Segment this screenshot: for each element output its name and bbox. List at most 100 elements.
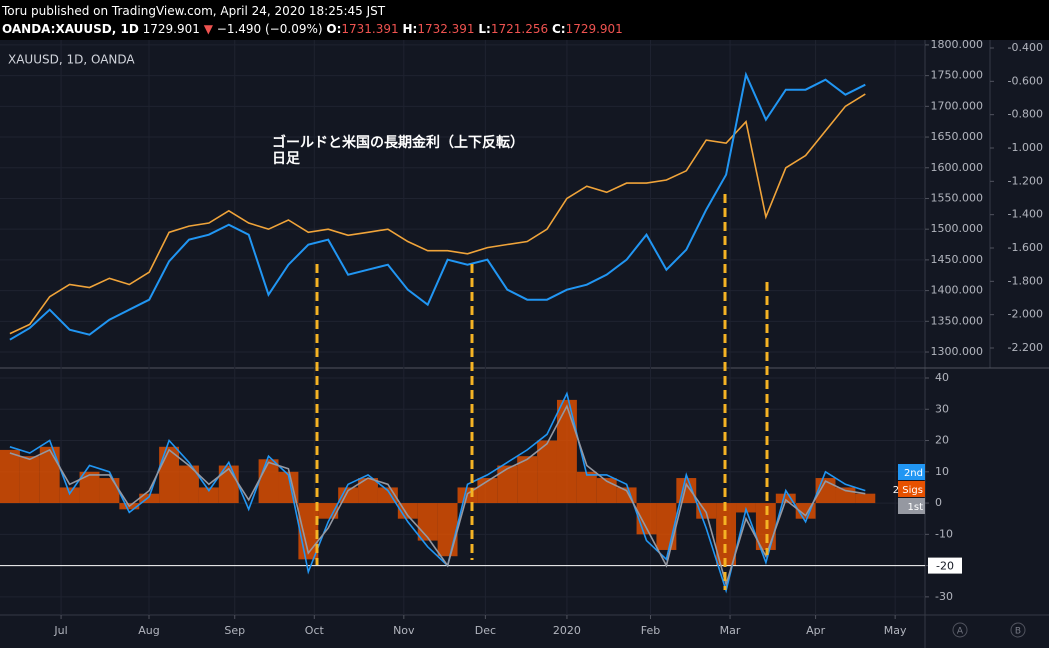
y-tick-label: 1650.000 [931,130,984,143]
y2-tick-label: -1.200 [1008,174,1043,187]
histogram-bar [537,440,557,504]
low: 1721.256 [490,22,549,36]
histogram-bar [417,503,438,541]
histogram-bar [497,465,518,504]
background [0,40,1049,648]
y2-tick-label: -1.600 [1008,241,1043,254]
histogram-bar [437,503,458,557]
series-line [9,71,866,341]
y2-tick-label: -2.000 [1008,308,1043,321]
c-label: C: [551,22,566,36]
series-line [9,391,866,594]
histogram-bar [517,456,538,504]
button-label[interactable]: A [957,627,964,637]
high: 1732.391 [417,22,475,36]
button[interactable] [952,622,968,638]
x-tick-label: Dec [475,624,496,637]
y2-tick-label: -1.800 [1008,274,1043,287]
annotation: ゴールドと米国の長期金利（上下反転） [272,134,524,151]
y-tick-label: 1500.000 [931,222,984,235]
histogram-bar [0,449,20,504]
y2-tick-label: -0.600 [1008,74,1043,87]
x-tick-label: 2020 [553,624,581,637]
close: 1729.901 [565,22,623,36]
y-tick-label: 1800.000 [931,38,984,51]
y2-tick-label: -0.800 [1008,108,1043,121]
y-tick-label: 1350.000 [931,314,984,327]
y-tick-label: 1600.000 [931,161,984,174]
histogram-bar [258,459,279,504]
series-line [9,93,866,335]
y-tick-label: 1700.000 [931,99,984,112]
y2-tick-label: -1.400 [1008,208,1043,221]
legend-label: 1st [908,502,924,513]
annotation: 日足 [272,151,301,167]
y-tick-label: 30 [935,402,949,415]
button-label[interactable]: B [1015,627,1021,637]
legend-label: 2 Sigs [893,485,923,496]
x-tick-label: Mar [720,624,741,637]
y-tick-label: 0 [935,496,942,509]
symbol: OANDA:XAUUSD, 1D [2,22,139,36]
y-tick-label: -30 [935,590,953,603]
legend-label: 2nd [904,468,923,479]
histogram-bar [576,471,597,504]
x-tick-label: Sep [224,624,245,637]
histogram-bar [676,478,697,504]
x-tick-label: Apr [806,624,826,637]
published: Toru published on TradingView.com, April… [2,4,386,18]
change: −1.490 (−0.09%) [216,22,323,36]
y2-tick-label: -0.400 [1008,41,1043,54]
last: 1729.901 [142,22,200,36]
histogram-bar [39,446,60,504]
x-tick-label: Jul [53,624,67,637]
x-tick-label: May [884,624,907,637]
quote-line: OANDA:XAUUSD, 1D 1729.901 ▼ −1.490 (−0.0… [2,22,623,36]
y-tick-label: 1400.000 [931,284,984,297]
x-tick-label: Nov [393,624,415,637]
y-tick-label: 1300.000 [931,345,984,358]
y-tick-label: 10 [935,465,949,478]
legend-box [898,498,925,514]
h-label: H: [402,22,418,36]
histogram-bar [278,471,299,504]
level-label: -20 [936,560,954,573]
x-tick-label: Feb [641,624,660,637]
histogram-bar [59,487,80,504]
histogram-bar [79,471,100,504]
header: Toru published on TradingView.com, April… [0,0,1049,40]
series-line [9,404,866,588]
histogram-bar [99,478,120,504]
level-label-box [928,557,962,574]
l-label: L: [478,22,491,36]
pane-title: XAUUSD, 1D, OANDA [8,53,135,67]
histogram-bar [318,503,339,519]
y-tick-label: 40 [935,371,949,384]
legend-box [898,481,925,497]
button[interactable] [1010,622,1026,638]
open: 1731.391 [341,22,399,36]
y-tick-label: -10 [935,527,953,540]
histogram-bar [179,465,199,504]
histogram-bar [556,399,577,504]
x-tick-label: Aug [138,624,159,637]
histogram-bar [358,478,378,504]
y-tick-label: 1450.000 [931,253,984,266]
legend-box [898,464,925,480]
o-label: O: [326,22,342,36]
histogram-bar [139,493,160,504]
arrow: ▼ [203,22,213,36]
y-tick-label: 1550.000 [931,191,984,204]
y-tick-label: 20 [935,434,949,447]
event-lines [315,194,769,590]
histogram-bar [855,493,876,504]
y2-tick-label: -2.200 [1008,341,1043,354]
y-tick-label: 1750.000 [931,69,984,82]
published-line: Toru published on TradingView.com, April… [2,4,385,18]
y2-tick-label: -1.000 [1008,141,1043,154]
histogram-bar [19,456,40,504]
histogram-bar [775,493,796,504]
x-tick-label: Oct [305,624,325,637]
